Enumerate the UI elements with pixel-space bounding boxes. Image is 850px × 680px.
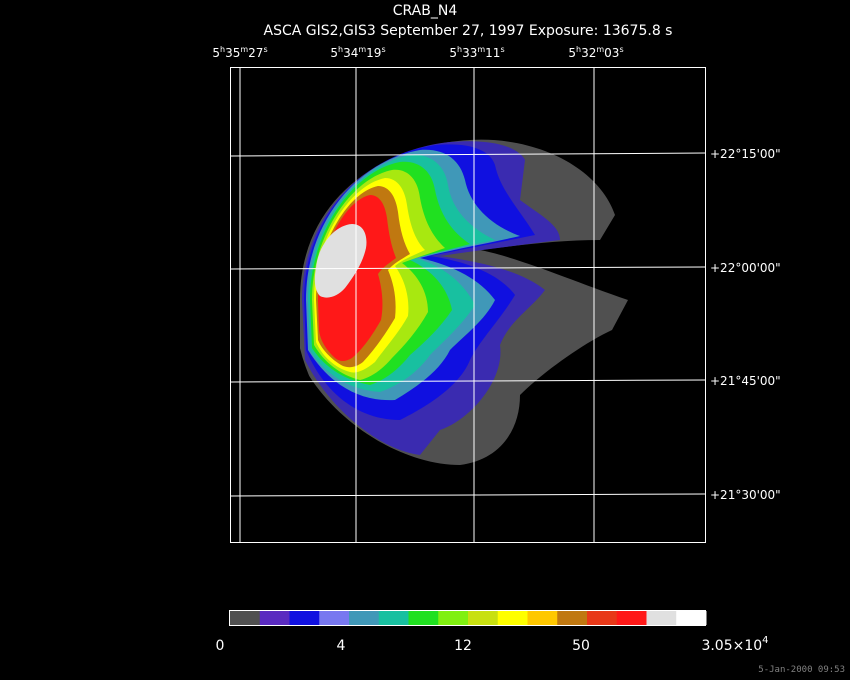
colorbar-swatch [676, 611, 707, 625]
dec-grid-line [229, 379, 707, 383]
colorbar-swatch [378, 611, 409, 625]
dec-tick-label: +21°45'00" [710, 374, 781, 388]
colorbar-frame [229, 610, 706, 626]
intensity-colorbar [230, 611, 707, 625]
colorbar-swatch [408, 611, 439, 625]
object-title: CRAB_N4 [393, 3, 458, 19]
ra-tick-label: 5h33m11s [449, 45, 504, 60]
colorbar-label: 12 [454, 638, 472, 654]
colorbar-swatch [349, 611, 380, 625]
xray-emission-image [300, 139, 628, 465]
ra-tick-label: 5h32m03s [568, 45, 623, 60]
dec-grid-line [229, 266, 707, 270]
colorbar-swatch [289, 611, 320, 625]
dec-tick-label: +22°00'00" [710, 261, 781, 275]
colorbar-swatch [616, 611, 647, 625]
ra-tick-label: 5h35m27s [212, 45, 267, 60]
colorbar-label: 50 [572, 638, 590, 654]
colorbar-swatch [527, 611, 558, 625]
observation-subtitle: ASCA GIS2,GIS3 September 27, 1997 Exposu… [264, 23, 673, 39]
colorbar-swatch [259, 611, 290, 625]
colorbar-swatch [468, 611, 499, 625]
colorbar-swatch [319, 611, 350, 625]
colorbar-swatch [557, 611, 588, 625]
colorbar-swatch [646, 611, 677, 625]
dec-tick-label: +21°30'00" [710, 488, 781, 502]
colorbar-label: 4 [337, 638, 346, 654]
colorbar-label: 0 [216, 638, 225, 654]
colorbar-max-label: 3.05×104 [701, 635, 768, 654]
image-frame [230, 67, 706, 543]
colorbar-swatch [497, 611, 528, 625]
dec-tick-label: +22°15'00" [710, 147, 781, 161]
coordinate-grid [229, 67, 707, 543]
dec-grid-line [229, 493, 707, 497]
colorbar-swatch [230, 611, 261, 625]
colorbar-swatch [438, 611, 469, 625]
ra-tick-label: 5h34m19s [330, 45, 385, 60]
dec-grid-line [229, 152, 707, 157]
colorbar-swatch [587, 611, 618, 625]
render-timestamp: 5-Jan-2000 09:53 [758, 665, 845, 675]
